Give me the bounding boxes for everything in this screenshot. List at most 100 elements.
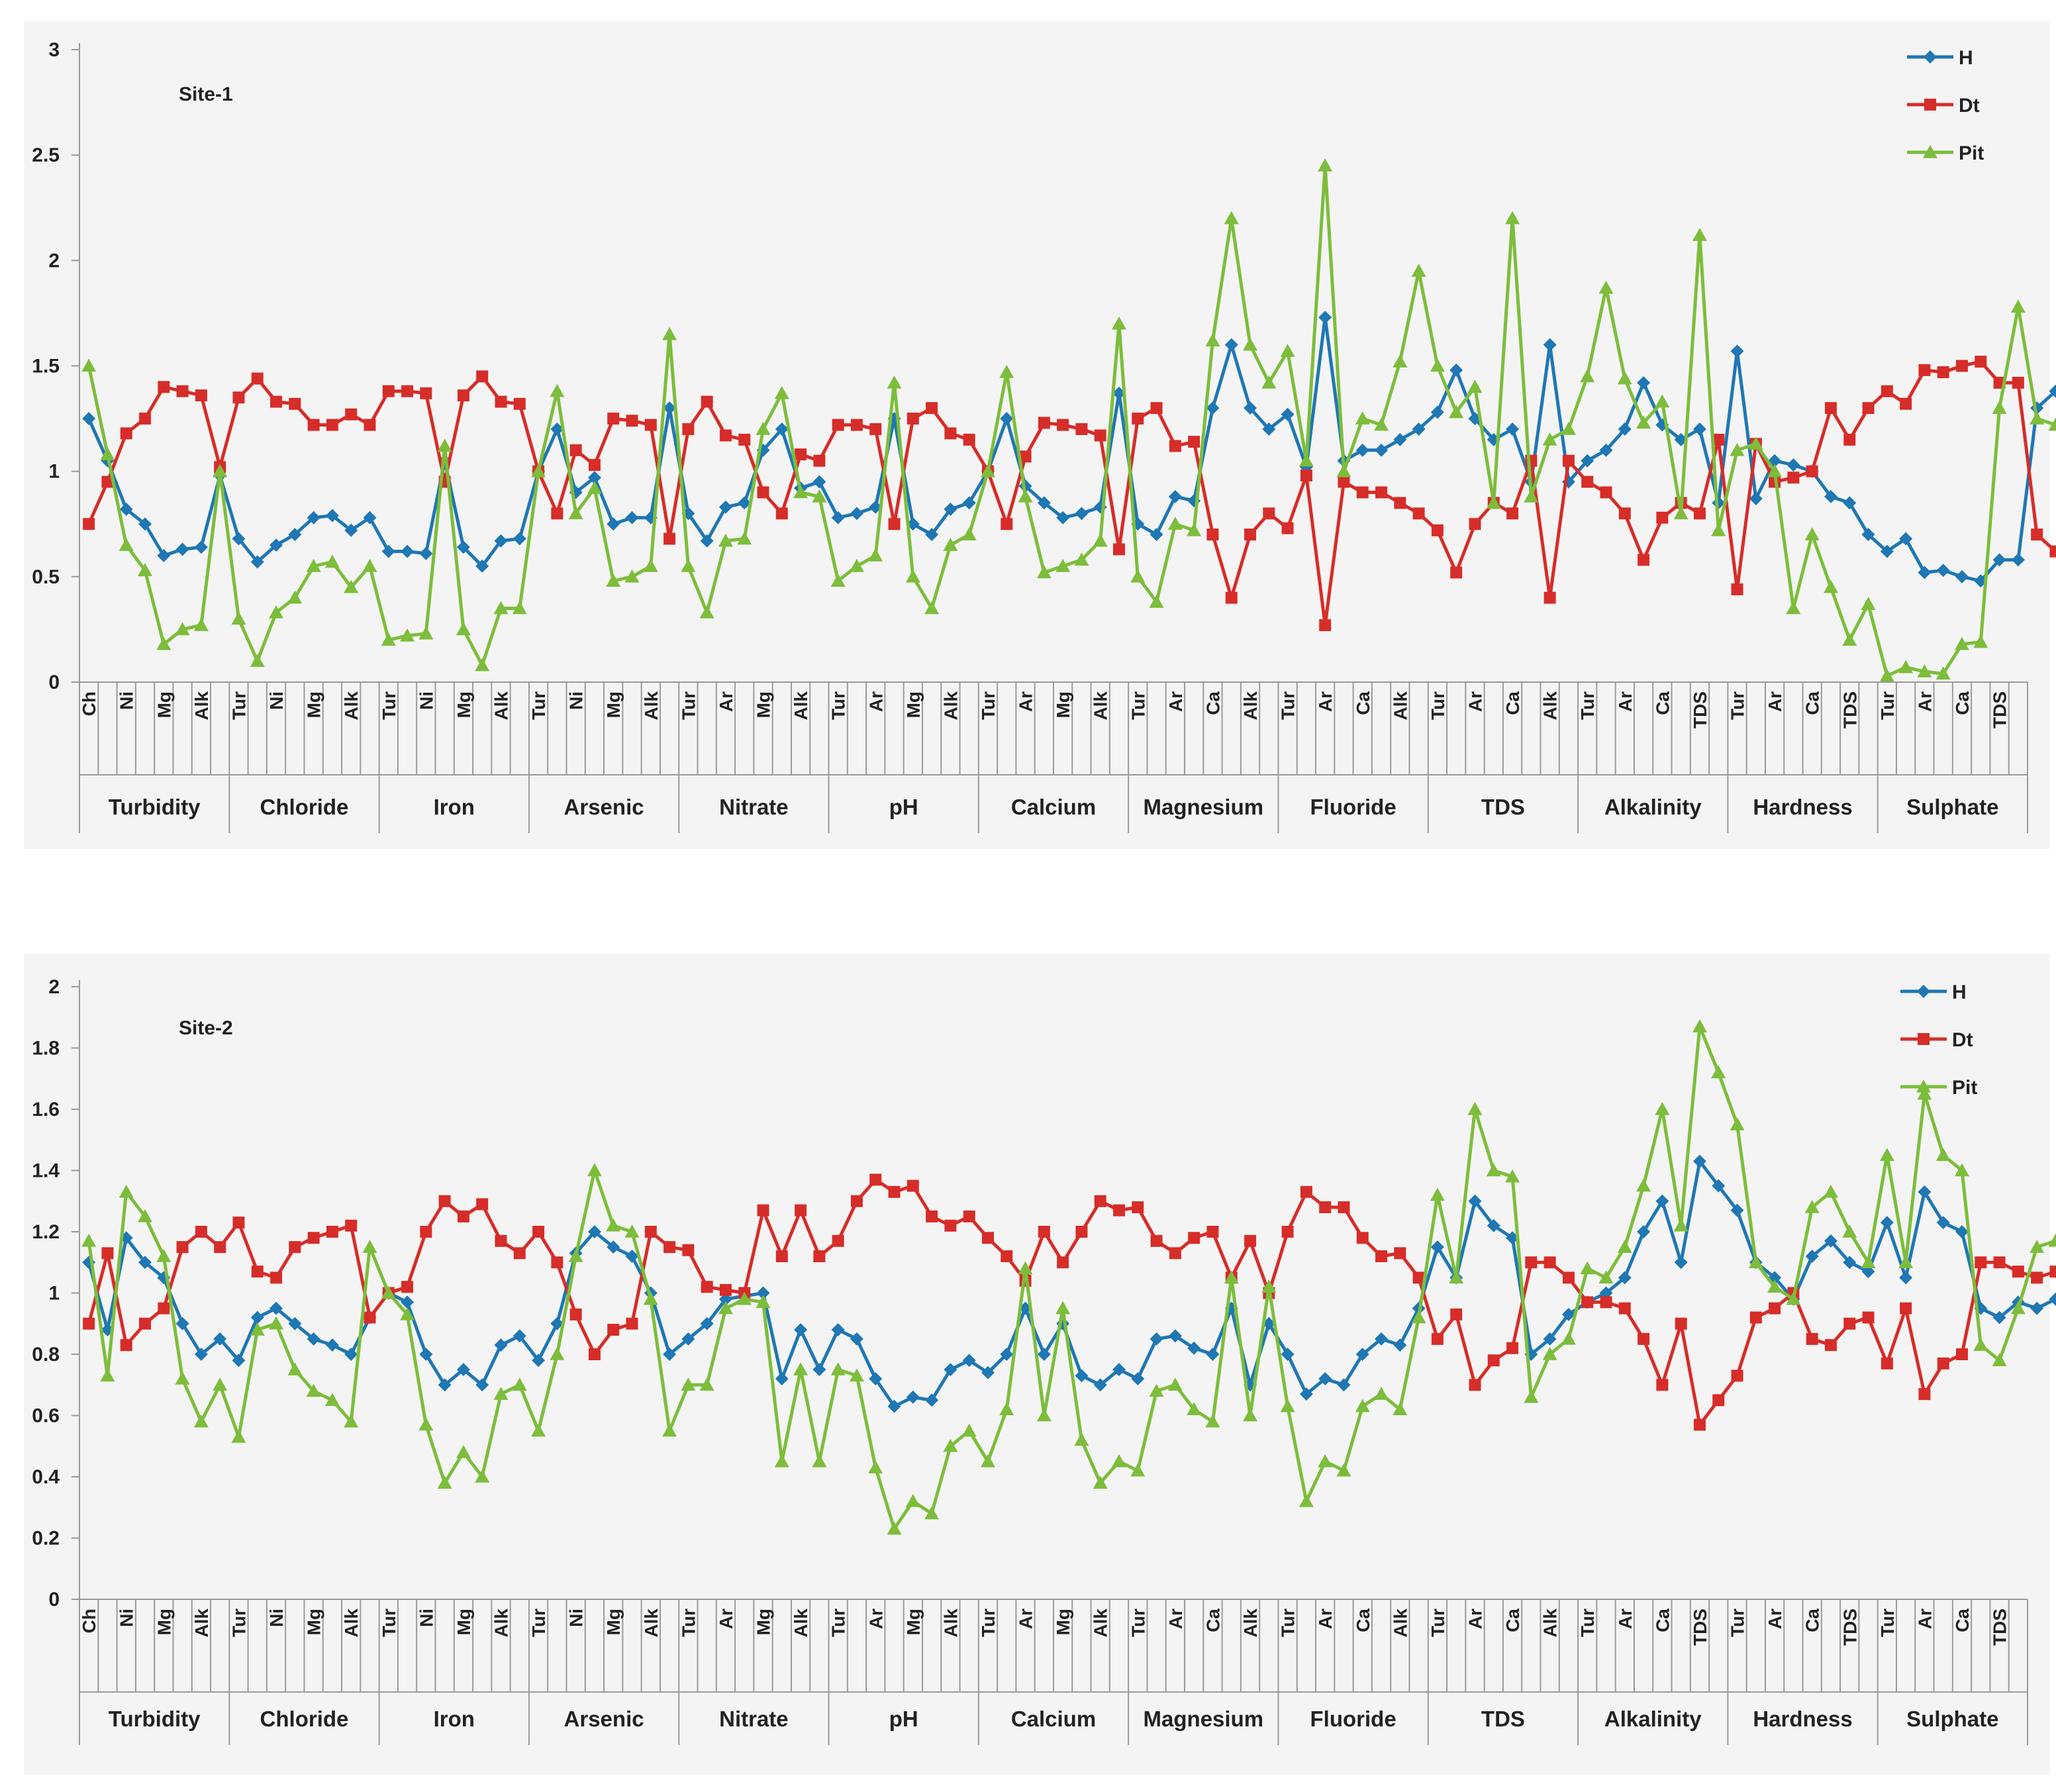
h-marker bbox=[1430, 1240, 1444, 1254]
pit-marker bbox=[718, 1301, 733, 1315]
dt-marker bbox=[1656, 1379, 1669, 1391]
x-tick-label: Tur bbox=[1877, 691, 1898, 720]
h-marker bbox=[1244, 401, 1257, 415]
dt-marker bbox=[401, 385, 414, 397]
group-label: Chloride bbox=[260, 795, 349, 819]
dt-marker bbox=[1150, 1234, 1163, 1247]
h-marker bbox=[1299, 1387, 1313, 1401]
pit-marker bbox=[1505, 211, 1520, 224]
dt-marker bbox=[1843, 1317, 1856, 1330]
pit-marker bbox=[1336, 464, 1351, 477]
x-tick-label: Alk bbox=[191, 691, 212, 721]
h-marker bbox=[250, 1311, 264, 1324]
h-marker bbox=[138, 517, 152, 531]
x-tick-label: Alk bbox=[641, 1609, 661, 1638]
x-tick-label: Tur bbox=[528, 691, 549, 720]
pit-marker bbox=[2010, 299, 2026, 313]
dt-marker bbox=[1431, 1332, 1444, 1345]
h-marker bbox=[250, 555, 264, 569]
pit-marker bbox=[1861, 597, 1876, 611]
pit-marker bbox=[1673, 1218, 1689, 1232]
dt-marker bbox=[1955, 360, 1968, 372]
x-tick-label: Tur bbox=[978, 1609, 999, 1637]
group-label: Fluoride bbox=[1310, 1707, 1396, 1731]
pit-marker bbox=[868, 548, 883, 562]
pit-marker bbox=[1486, 495, 1501, 509]
dt-marker bbox=[307, 1232, 320, 1244]
dt-marker bbox=[251, 1266, 264, 1278]
group-label: Sulphate bbox=[1906, 1707, 1998, 1731]
dt-marker bbox=[1937, 366, 1949, 379]
h-marker bbox=[2049, 384, 2056, 398]
dt-marker bbox=[1769, 1302, 1781, 1315]
y-tick-label: 3 bbox=[48, 39, 60, 61]
dt-marker bbox=[1038, 417, 1050, 429]
pit-marker bbox=[400, 1307, 415, 1320]
pit-marker bbox=[1786, 1291, 1801, 1305]
dt-marker bbox=[1057, 419, 1069, 431]
dt-marker bbox=[326, 419, 338, 431]
h-marker bbox=[1599, 443, 1613, 457]
pit-marker bbox=[1093, 1475, 1108, 1489]
series-pit bbox=[81, 158, 2056, 682]
h-marker bbox=[1430, 405, 1444, 419]
pit-marker bbox=[175, 622, 190, 636]
h-marker bbox=[269, 1301, 283, 1315]
dt-marker bbox=[513, 397, 526, 410]
pit-marker bbox=[1018, 489, 1033, 503]
pit-marker bbox=[905, 1494, 920, 1507]
h-marker bbox=[1393, 432, 1407, 446]
dt-marker bbox=[888, 1185, 901, 1198]
h-marker bbox=[1375, 1332, 1389, 1346]
h-marker bbox=[1880, 544, 1894, 558]
legend-label: Dt bbox=[1952, 1029, 1973, 1051]
h-marker bbox=[1075, 507, 1089, 521]
h-marker bbox=[1861, 528, 1875, 542]
pit-marker bbox=[812, 489, 827, 503]
pit-marker bbox=[1842, 1224, 1857, 1238]
pit-marker bbox=[1786, 601, 1801, 615]
dt-marker bbox=[1113, 543, 1126, 556]
x-tick-label: Ni bbox=[416, 691, 436, 710]
dt-marker bbox=[495, 395, 507, 408]
x-tick-label: Ni bbox=[566, 691, 587, 710]
y-tick-label: 0.4 bbox=[32, 1466, 60, 1488]
x-tick-label: Ar bbox=[1615, 1609, 1636, 1629]
x-tick-label: Ar bbox=[1016, 691, 1036, 712]
dt-marker bbox=[1543, 591, 1556, 604]
pit-marker bbox=[531, 1423, 546, 1437]
dt-marker bbox=[289, 397, 301, 410]
h-marker bbox=[1655, 1194, 1669, 1208]
pit-marker bbox=[1598, 1270, 1614, 1284]
dt-marker bbox=[1562, 1271, 1575, 1284]
h-marker bbox=[1924, 50, 1937, 64]
h-marker bbox=[1843, 1256, 1857, 1269]
x-tick-label: Mg bbox=[454, 1609, 474, 1635]
h-marker bbox=[1918, 566, 1932, 579]
h-marker bbox=[213, 1332, 227, 1346]
h-marker bbox=[1487, 1219, 1500, 1232]
h-marker bbox=[1824, 1234, 1837, 1248]
pit-marker bbox=[1973, 634, 1988, 648]
h-marker bbox=[1899, 1271, 1913, 1285]
h-marker bbox=[513, 532, 526, 546]
pit-marker bbox=[662, 326, 677, 340]
h-marker bbox=[1131, 1372, 1145, 1385]
dt-marker bbox=[1806, 465, 1818, 477]
dt-marker bbox=[569, 1308, 582, 1320]
pit-marker bbox=[587, 481, 602, 494]
pit-marker bbox=[756, 422, 771, 435]
dt-marker bbox=[139, 413, 152, 425]
pit-marker bbox=[681, 558, 696, 572]
pit-marker bbox=[306, 1383, 321, 1397]
pit-marker bbox=[606, 573, 621, 587]
pit-marker bbox=[1449, 1270, 1464, 1284]
dt-marker bbox=[1749, 1311, 1762, 1324]
pit-marker bbox=[1112, 1454, 1127, 1468]
x-tick-label: Alk bbox=[1091, 691, 1111, 721]
dt-marker bbox=[1843, 433, 1856, 446]
pit-marker bbox=[1467, 1102, 1483, 1115]
h-marker bbox=[1749, 492, 1763, 506]
x-tick-label: Ch bbox=[79, 691, 99, 716]
pit-marker bbox=[250, 654, 265, 667]
